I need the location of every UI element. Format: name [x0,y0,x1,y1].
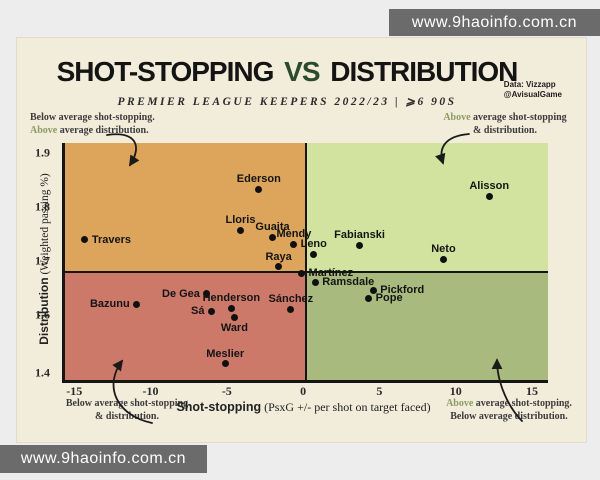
point-dot [269,233,277,241]
watermark-banner-bottom: www.9haoinfo.com.cn [0,445,207,473]
quadrant-bottom-left [65,272,307,380]
data-points-layer: Travers Bazunu De Gea Sá Meslier Henderson War… [65,143,548,380]
point-dot [311,278,319,286]
annotation-line: Above average shot-stopping [443,112,567,123]
y-tick-label: 1.6 [35,307,50,322]
point-label: Alisson [469,180,510,193]
title-part1: SHOT-STOPPING [56,56,275,87]
point-dot [298,269,306,277]
annotation-line: Above average shot-stopping. [446,398,572,409]
point-label: Raya [265,250,292,263]
annotation-line: & distribution. [473,124,537,136]
point-dot [310,250,318,258]
point-label: Guaita [255,221,290,234]
point-dot [81,236,89,244]
point-label: Henderson [202,292,261,305]
point-label: De Gea [162,287,200,300]
y-tick-label: 1.7 [35,253,50,268]
point-label: Leno [300,238,327,251]
point-label: Mendy [276,228,312,241]
point-dot [369,286,377,294]
title-vs: VS [284,56,320,87]
annotation-line: Below average shot-stopping. [30,112,155,123]
page-title: SHOT-STOPPING VS DISTRIBUTION [17,56,557,88]
point-dot [208,307,215,315]
point-label: Martínez [308,267,354,280]
y-axis-title: Distribution (Weighted passing %) [37,173,51,345]
point-dot [287,305,295,313]
point-dot [485,192,493,200]
credit-handle: @AvisualGame [503,90,562,99]
average-line-vertical [305,143,308,380]
annotation-top-left: Below average shot-stopping. Above avera… [30,112,155,137]
point-label: Lloris [225,214,256,227]
point-label: Sánchez [268,293,314,306]
point-label: Neto [431,243,456,256]
point-label: Ward [220,322,248,335]
annotation-top-right: Above average shot-stopping & distributi… [415,112,595,137]
credit-source: Data: Vizzapp [503,80,556,89]
point-label: Pope [375,292,403,305]
point-dot [221,360,229,368]
x-tick-label: 10 [449,384,462,398]
y-tick-label: 1.8 [35,199,50,214]
point-label: Ramsdale [322,276,375,289]
x-axis-ticks: -15 -10 -5 0 5 10 15 [62,384,545,400]
point-label: Meslier [206,347,245,360]
x-tick-label: -10 [142,384,159,398]
point-dot [236,226,244,234]
data-credit: Data: Vizzapp @AvisualGame [504,80,562,100]
chart-card: SHOT-STOPPING VS DISTRIBUTION Data: Vizz… [17,38,586,442]
annotation-line: Above average distribution. [30,124,149,136]
point-label: Travers [91,233,131,246]
point-dot [290,240,298,248]
point-label: Bazunu [89,298,130,311]
y-axis-ticks: 1.9 1.8 1.7 1.6 1.4 [17,143,58,380]
x-axis-title: Shot-stopping (PsxG +/- per shot on targ… [176,400,431,414]
point-dot [203,290,211,298]
watermark-text: www.9haoinfo.com.cn [411,13,578,31]
point-dot [230,313,238,321]
point-dot [275,263,283,271]
watermark-text: www.9haoinfo.com.cn [20,450,187,467]
point-dot [255,185,263,193]
x-tick-label: 5 [376,384,383,398]
point-label: Ederson [236,173,281,186]
x-tick-label: -5 [221,384,232,398]
quadrant-top-right [306,143,548,273]
quadrant-top-left [65,143,307,273]
x-tick-label: 15 [526,384,539,398]
chart-subtitle: PREMIER LEAGUE KEEPERS 2022/23 | ⩾6 90S [117,96,457,108]
point-dot [227,304,235,312]
watermark-banner-top: www.9haoinfo.com.cn [389,9,600,36]
title-part2: DISTRIBUTION [330,56,518,87]
point-dot [439,255,447,263]
point-dot [365,294,373,302]
y-tick-label: 1.9 [35,145,50,160]
point-label: Sá [191,305,205,318]
average-line-horizontal [65,271,548,274]
x-tick-label: -15 [66,384,83,398]
y-tick-label: 1.4 [35,365,50,380]
point-dot [133,300,141,308]
scatter-plot-area: Travers Bazunu De Gea Sá Meslier Henderson War… [62,143,548,383]
point-dot [356,241,364,249]
x-tick-label: 0 [300,384,307,398]
point-label: Pickford [380,284,425,297]
point-label: Fabianski [334,229,385,242]
